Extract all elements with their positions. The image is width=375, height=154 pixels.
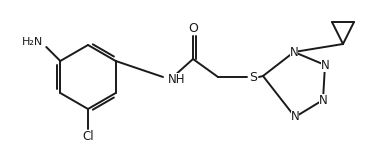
Text: Cl: Cl bbox=[82, 130, 94, 144]
Text: N: N bbox=[290, 45, 298, 59]
Text: S: S bbox=[249, 71, 257, 83]
Text: N: N bbox=[291, 111, 299, 124]
Text: H₂N: H₂N bbox=[22, 37, 43, 47]
Text: O: O bbox=[188, 22, 198, 34]
Text: N: N bbox=[319, 93, 327, 107]
Text: N: N bbox=[321, 59, 329, 71]
Text: NH: NH bbox=[168, 73, 186, 85]
